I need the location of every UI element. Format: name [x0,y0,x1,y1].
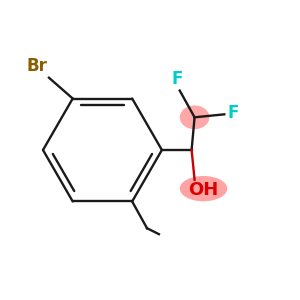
Ellipse shape [180,176,227,201]
Text: Br: Br [27,57,47,75]
Ellipse shape [180,105,209,129]
Text: F: F [227,104,239,122]
Text: OH: OH [188,181,219,199]
Text: F: F [171,70,182,88]
